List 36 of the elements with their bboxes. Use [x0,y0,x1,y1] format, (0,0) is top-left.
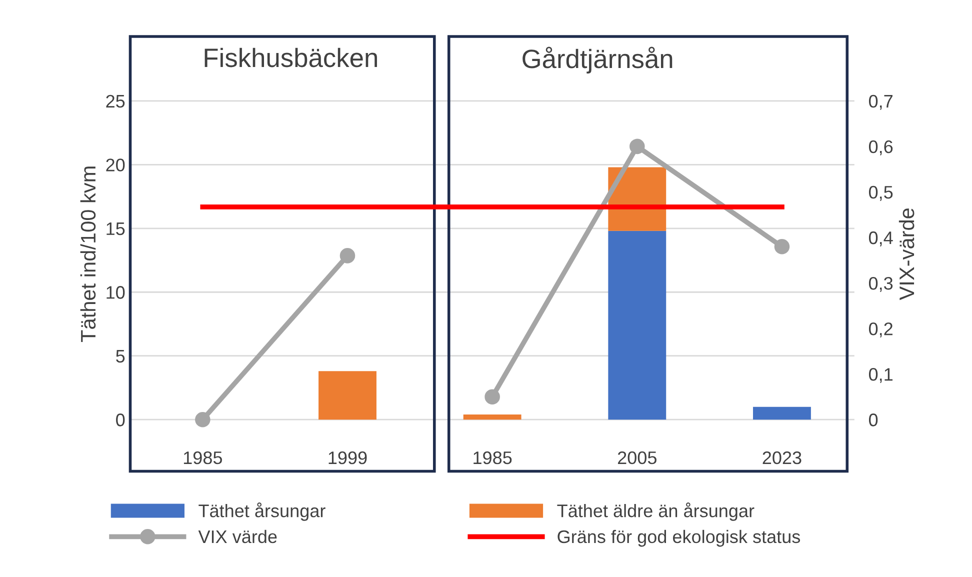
y2-tick-label: 0 [868,414,878,426]
y-tick-label: 20 [106,158,125,172]
bar [608,230,666,420]
y2-tick-label: 0,5 [868,186,893,201]
legend-label: Gräns för god ekologisk status [558,530,800,547]
y2-tick-label: 0,6 [868,140,893,156]
y-axis-title: Täthet ind/100 kvm [80,166,96,342]
y-tick-label: 25 [106,94,125,108]
y-tick-label: 5 [116,350,125,363]
x-tick-label: 2005 [618,451,656,464]
point [340,248,356,264]
y-tick-label: 15 [106,222,125,236]
point [774,238,790,254]
y2-tick-label: 0,1 [868,368,892,383]
y-tick-label: 10 [106,286,125,299]
point [484,389,500,404]
y2-tick-label: 0,3 [868,276,893,292]
point [195,412,210,428]
x-tick-label: 1999 [328,451,367,464]
annotation: Gårdtjärnsån [522,46,672,74]
bar [753,406,811,420]
bar [463,414,522,420]
y2-tick-label: 0,7 [868,94,892,110]
x-tick-label: 1985 [184,451,222,464]
y2-tick-label: 0,2 [868,322,892,338]
legend-label: Täthet årsungar [198,502,326,521]
y-tick-label: 0 [116,414,125,426]
bar [318,371,376,420]
y2-tick-label: 0,4 [868,231,893,246]
legend-label: Täthet äldre än årsungar [557,502,754,521]
y2-axis-title: VIX-värde [898,208,914,300]
x-tick-label: 2023 [762,451,802,464]
annotation: Fiskhusbäcken [204,48,377,68]
legend-label: VIX värde [198,530,277,544]
point [630,138,645,154]
x-tick-label: 1985 [474,451,512,464]
